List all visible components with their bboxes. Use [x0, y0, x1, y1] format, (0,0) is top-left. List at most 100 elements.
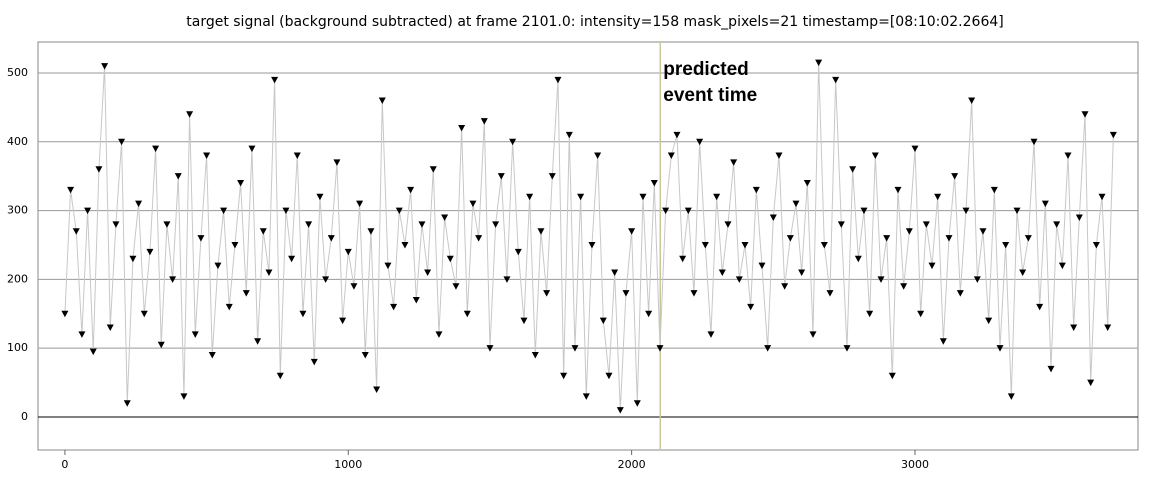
marker	[616, 407, 624, 414]
marker	[571, 345, 579, 352]
marker	[900, 283, 908, 290]
marker	[169, 276, 177, 283]
marker	[990, 186, 998, 194]
marker	[180, 393, 188, 400]
marker	[412, 297, 420, 304]
marker	[106, 324, 114, 332]
marker	[322, 276, 330, 283]
marker	[174, 173, 182, 180]
marker	[662, 207, 670, 215]
marker	[305, 221, 313, 228]
marker	[344, 248, 352, 256]
marker	[526, 193, 534, 201]
marker	[707, 331, 715, 338]
marker	[633, 400, 641, 407]
marker	[679, 255, 687, 263]
marker	[1064, 152, 1072, 160]
marker	[203, 152, 211, 160]
marker	[101, 63, 109, 70]
marker	[928, 262, 936, 270]
marker	[475, 235, 483, 242]
x-tick-label: 1000	[334, 458, 362, 471]
marker	[242, 290, 250, 297]
marker	[752, 186, 760, 194]
marker	[316, 193, 324, 201]
marker	[548, 173, 556, 180]
annotation: event time	[663, 85, 757, 106]
marker	[1075, 214, 1083, 221]
marker	[157, 341, 165, 349]
marker	[968, 97, 976, 104]
marker	[486, 345, 494, 352]
marker	[599, 317, 607, 325]
marker	[373, 386, 381, 393]
marker	[945, 235, 953, 242]
marker	[871, 152, 879, 160]
series-line	[64, 62, 1114, 411]
marker	[452, 283, 460, 290]
marker	[214, 262, 222, 270]
marker	[441, 214, 449, 221]
marker	[1092, 241, 1100, 249]
marker	[390, 303, 398, 311]
marker	[395, 207, 403, 215]
marker	[713, 193, 721, 201]
marker	[163, 221, 171, 228]
marker	[225, 303, 233, 311]
marker	[815, 59, 823, 67]
marker	[67, 186, 75, 194]
marker	[1104, 324, 1112, 332]
marker	[894, 186, 902, 194]
marker	[786, 235, 794, 242]
marker	[979, 228, 987, 235]
marker	[197, 235, 205, 242]
marker	[1036, 303, 1044, 311]
marker	[282, 207, 290, 215]
marker	[985, 317, 993, 325]
marker	[509, 138, 517, 146]
marker	[605, 372, 613, 380]
marker	[826, 290, 834, 297]
marker	[259, 228, 267, 235]
marker	[463, 310, 471, 318]
marker	[611, 269, 619, 276]
marker	[135, 200, 143, 208]
y-tick-label: 200	[7, 272, 28, 285]
marker	[118, 138, 126, 146]
marker	[792, 200, 800, 208]
annotation: predicted	[663, 59, 749, 80]
marker	[1047, 365, 1055, 373]
marker	[951, 173, 959, 180]
marker	[673, 131, 681, 139]
x-tick-label: 2000	[618, 458, 646, 471]
marker	[237, 180, 245, 187]
marker	[288, 255, 296, 263]
y-tick-label: 300	[7, 204, 28, 217]
marker	[123, 400, 131, 407]
marker	[735, 276, 743, 283]
marker	[798, 269, 806, 276]
marker	[730, 159, 738, 166]
y-tick-label: 100	[7, 341, 28, 354]
marker	[140, 310, 148, 318]
marker	[293, 152, 301, 160]
marker	[78, 331, 86, 338]
marker	[888, 372, 896, 380]
marker	[645, 310, 653, 318]
y-tick-label: 500	[7, 66, 28, 79]
marker	[129, 255, 137, 263]
marker	[220, 207, 228, 215]
marker	[265, 269, 273, 276]
marker	[520, 317, 528, 325]
marker	[1070, 324, 1078, 332]
marker	[146, 248, 154, 256]
marker	[254, 338, 262, 345]
x-tick-label: 0	[61, 458, 68, 471]
marker	[531, 352, 539, 359]
marker	[1007, 393, 1015, 400]
marker	[650, 180, 658, 187]
marker	[446, 255, 454, 263]
marker	[378, 97, 386, 104]
marker	[84, 207, 92, 215]
marker	[537, 228, 545, 235]
